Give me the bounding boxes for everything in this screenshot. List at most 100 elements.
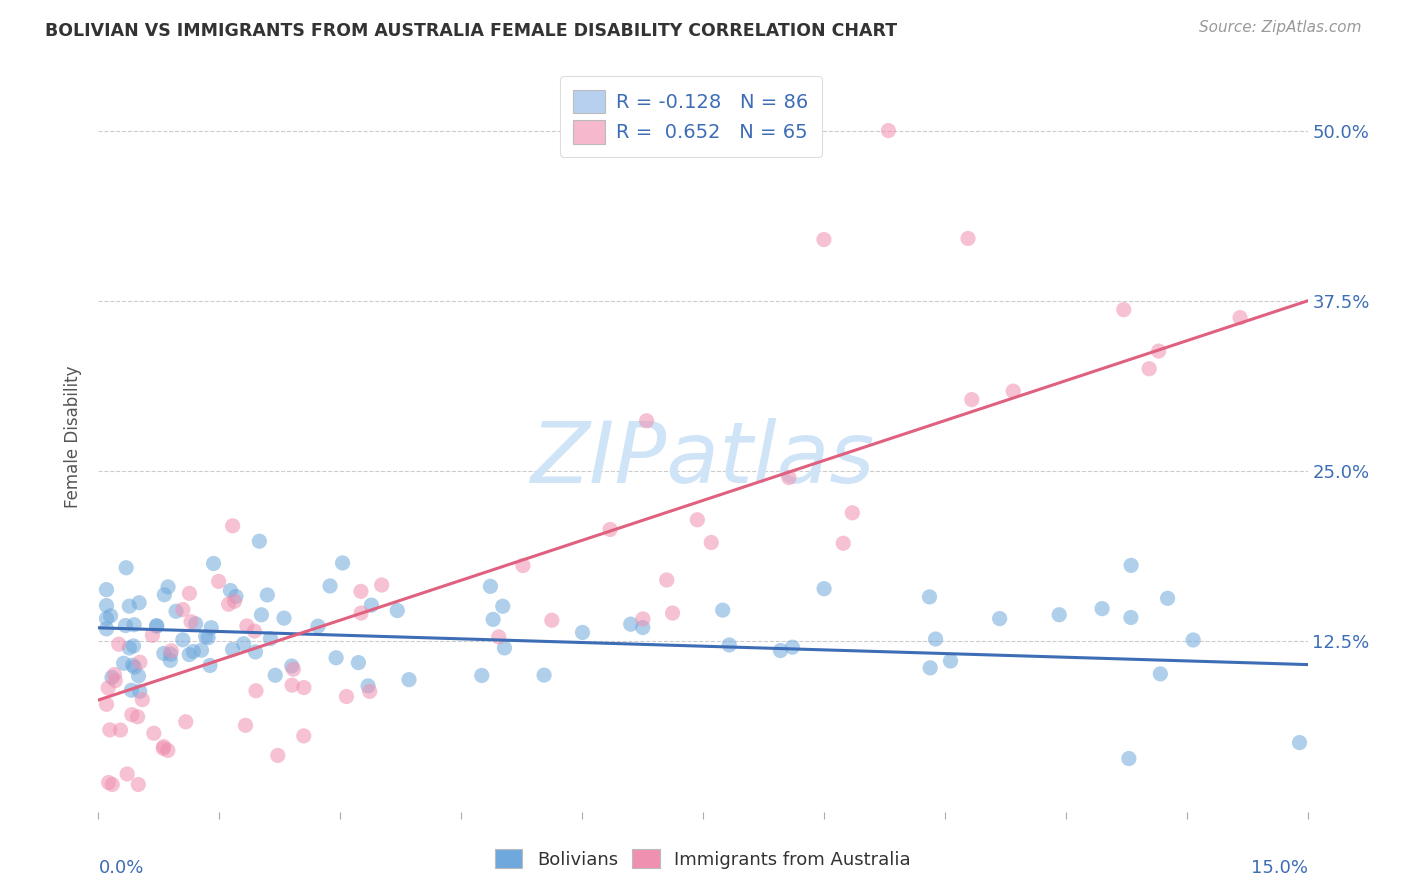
Point bbox=[918, 590, 941, 604]
Point bbox=[197, 631, 219, 645]
Point bbox=[782, 640, 804, 655]
Point bbox=[960, 392, 983, 407]
Point bbox=[1118, 751, 1140, 765]
Point bbox=[245, 683, 267, 698]
Point bbox=[245, 645, 267, 659]
Point bbox=[387, 603, 409, 617]
Point bbox=[283, 662, 305, 676]
Point bbox=[1156, 591, 1178, 606]
Point bbox=[398, 673, 420, 687]
Point bbox=[114, 618, 136, 632]
Point bbox=[479, 579, 502, 593]
Point bbox=[1112, 302, 1135, 317]
Point bbox=[1229, 310, 1251, 325]
Point bbox=[718, 638, 741, 652]
Point bbox=[129, 655, 152, 669]
Point bbox=[218, 597, 240, 611]
Point bbox=[180, 615, 202, 629]
Point bbox=[112, 657, 135, 671]
Point bbox=[292, 681, 315, 695]
Point bbox=[841, 506, 863, 520]
Point bbox=[988, 611, 1011, 625]
Point bbox=[184, 616, 207, 631]
Point bbox=[153, 588, 176, 602]
Point bbox=[264, 668, 287, 682]
Point bbox=[107, 637, 129, 651]
Legend: R = -0.128   N = 86, R =  0.652   N = 65: R = -0.128 N = 86, R = 0.652 N = 65 bbox=[560, 76, 823, 157]
Point bbox=[96, 582, 118, 597]
Point bbox=[711, 603, 734, 617]
Point bbox=[122, 639, 145, 653]
Point bbox=[1182, 632, 1205, 647]
Text: 15.0%: 15.0% bbox=[1250, 859, 1308, 877]
Point bbox=[319, 579, 342, 593]
Point bbox=[370, 578, 392, 592]
Point bbox=[281, 678, 304, 692]
Point bbox=[145, 619, 167, 633]
Point bbox=[813, 582, 835, 596]
Point bbox=[156, 743, 179, 757]
Point bbox=[127, 710, 149, 724]
Point bbox=[332, 556, 354, 570]
Point bbox=[120, 683, 142, 698]
Point bbox=[267, 748, 290, 763]
Point bbox=[127, 777, 149, 791]
Text: BOLIVIAN VS IMMIGRANTS FROM AUSTRALIA FEMALE DISABILITY CORRELATION CHART: BOLIVIAN VS IMMIGRANTS FROM AUSTRALIA FE… bbox=[45, 22, 897, 40]
Point bbox=[247, 534, 270, 549]
Point bbox=[172, 602, 194, 616]
Point bbox=[512, 558, 534, 573]
Point bbox=[115, 767, 138, 781]
Point bbox=[179, 648, 201, 662]
Point bbox=[122, 617, 145, 632]
Point bbox=[124, 660, 146, 674]
Point bbox=[256, 588, 278, 602]
Point bbox=[97, 775, 120, 789]
Point bbox=[1047, 607, 1070, 622]
Point bbox=[141, 628, 163, 642]
Point bbox=[540, 613, 562, 627]
Point bbox=[194, 630, 217, 644]
Point bbox=[207, 574, 229, 589]
Point bbox=[225, 590, 247, 604]
Point bbox=[661, 606, 683, 620]
Point bbox=[145, 618, 167, 632]
Point bbox=[877, 123, 900, 137]
Point bbox=[221, 642, 243, 657]
Point bbox=[1149, 666, 1171, 681]
Legend: Bolivians, Immigrants from Australia: Bolivians, Immigrants from Australia bbox=[488, 841, 918, 876]
Point bbox=[172, 632, 194, 647]
Point bbox=[599, 523, 621, 537]
Point bbox=[103, 667, 125, 681]
Point bbox=[101, 777, 124, 791]
Point bbox=[347, 656, 370, 670]
Point bbox=[325, 650, 347, 665]
Y-axis label: Female Disability: Female Disability bbox=[65, 366, 83, 508]
Point bbox=[118, 640, 141, 655]
Point bbox=[235, 718, 257, 732]
Point bbox=[159, 647, 181, 661]
Point bbox=[224, 594, 246, 608]
Point bbox=[221, 519, 243, 533]
Point bbox=[152, 739, 174, 754]
Point bbox=[700, 535, 723, 549]
Point bbox=[118, 599, 141, 614]
Point bbox=[533, 668, 555, 682]
Point bbox=[121, 658, 143, 673]
Point bbox=[631, 612, 654, 626]
Point bbox=[813, 233, 835, 247]
Point bbox=[159, 653, 181, 667]
Point bbox=[157, 580, 180, 594]
Point bbox=[636, 414, 658, 428]
Text: 0.0%: 0.0% bbox=[98, 859, 143, 877]
Point bbox=[110, 723, 132, 737]
Text: ZIPatlas: ZIPatlas bbox=[531, 418, 875, 501]
Point bbox=[115, 560, 138, 574]
Point bbox=[243, 624, 266, 639]
Point bbox=[142, 726, 165, 740]
Point bbox=[357, 679, 380, 693]
Point bbox=[956, 231, 979, 245]
Point bbox=[1147, 344, 1170, 359]
Point bbox=[131, 692, 153, 706]
Point bbox=[1119, 558, 1142, 573]
Point bbox=[259, 632, 281, 646]
